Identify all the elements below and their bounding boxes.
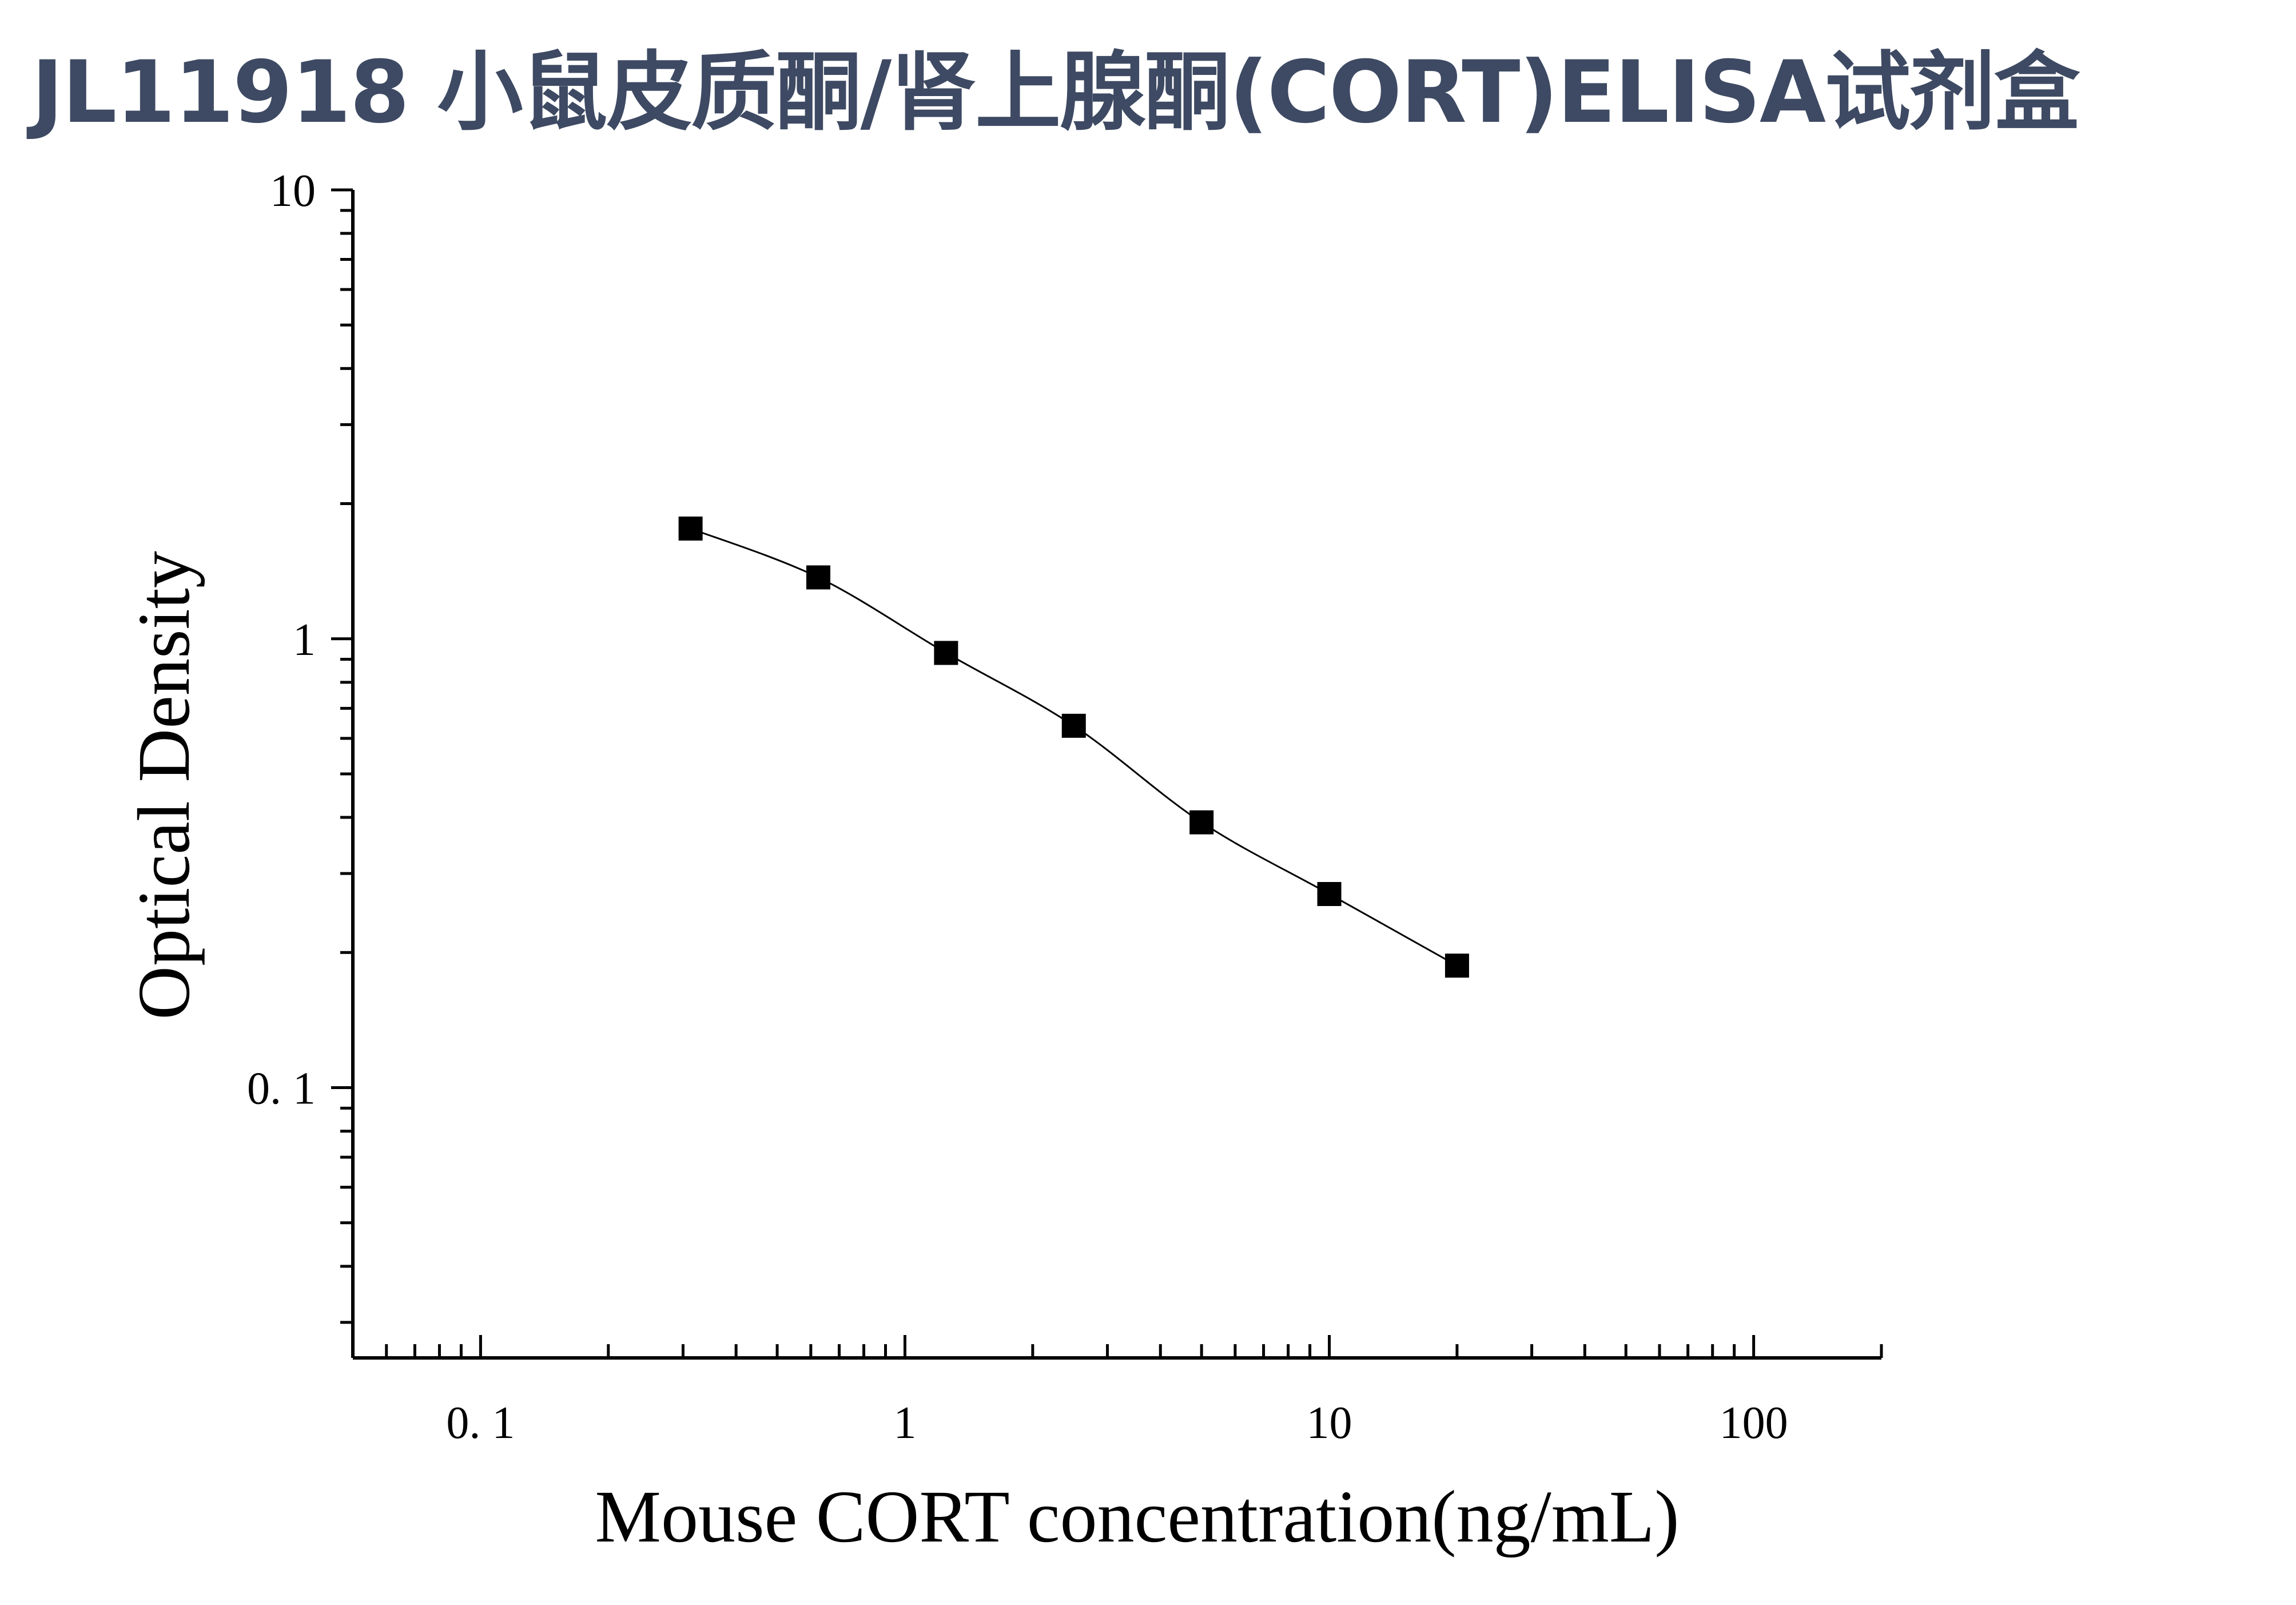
x-axis-title: Mouse CORT concentration(ng/mL) — [595, 1476, 1679, 1558]
data-point-square — [1445, 954, 1469, 978]
x-tick-label: 1 — [893, 1398, 916, 1448]
data-point-square — [678, 517, 703, 541]
fit-curve — [690, 527, 1458, 967]
y-axis-title: Optical Density — [123, 551, 205, 1020]
data-point-square — [1317, 882, 1342, 907]
data-point-square — [1189, 810, 1214, 835]
chart-axes — [331, 188, 1883, 1360]
page-title: JL11918 小鼠皮质酮/肾上腺酮(CORT)ELISA试剂盒 — [31, 43, 2080, 142]
tick-labels: 0. 1 1 10 100 0. 1 1 10 — [247, 166, 1788, 1448]
x-tick-label: 10 — [1307, 1398, 1352, 1448]
x-tick-label: 100 — [1720, 1398, 1788, 1448]
data-points — [678, 517, 1469, 978]
data-point-square — [806, 565, 830, 590]
y-tick-label: 0. 1 — [247, 1064, 316, 1114]
data-point-square — [1061, 713, 1086, 738]
y-tick-label: 1 — [293, 615, 316, 665]
x-tick-label: 0. 1 — [446, 1398, 515, 1448]
y-tick-label: 10 — [270, 166, 316, 216]
data-point-square — [934, 641, 958, 665]
